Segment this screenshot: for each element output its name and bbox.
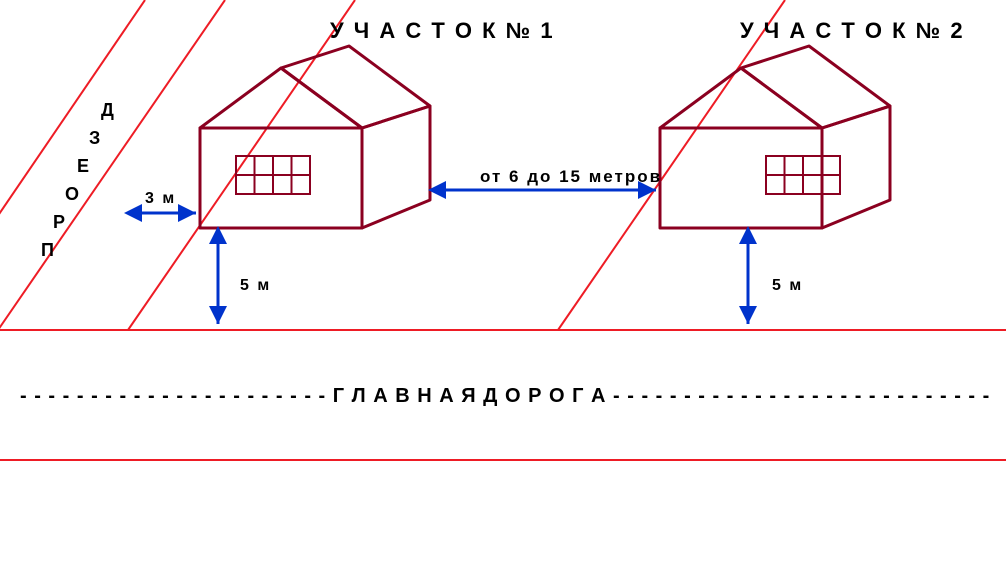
house2-roof-side — [741, 46, 890, 128]
house1-roof-side — [281, 46, 430, 128]
diagram-svg — [0, 0, 1006, 577]
side-road-letter: З — [89, 128, 102, 149]
side-road-letter: О — [65, 184, 81, 205]
side-road-letter: П — [41, 240, 56, 261]
plot-border — [0, 0, 225, 330]
label-plot1: У Ч А С Т О К № 1 — [330, 18, 555, 44]
plot-border — [0, 0, 145, 330]
house2-roof-front — [660, 68, 822, 128]
house2-front — [660, 128, 822, 228]
label-dist-bottom1: 5 м — [240, 277, 271, 295]
plot-border — [558, 0, 785, 330]
label-main-road: - - - - - - - - - - - - - - - - - - - - … — [20, 385, 990, 408]
side-road-letter: Е — [77, 156, 91, 177]
house1-roof-front — [200, 68, 362, 128]
label-dist-left: 3 м — [145, 190, 176, 208]
side-road-letter: Р — [53, 212, 67, 233]
label-plot2: У Ч А С Т О К № 2 — [740, 18, 965, 44]
side-road-letter: Д — [101, 100, 116, 121]
house1-front — [200, 128, 362, 228]
label-dist-bottom2: 5 м — [772, 277, 803, 295]
label-dist-between: от 6 до 15 метров — [480, 167, 662, 187]
